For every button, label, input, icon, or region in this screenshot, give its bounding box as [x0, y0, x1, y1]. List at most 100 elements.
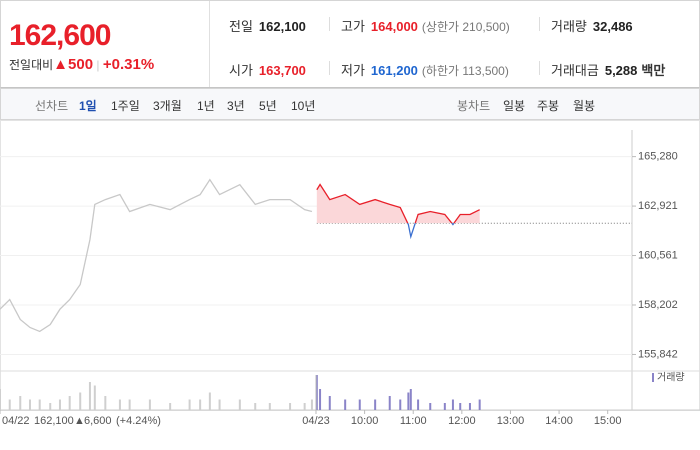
change-label: 전일대비	[9, 58, 54, 72]
volume-bar	[208, 392, 211, 410]
volume-bar	[28, 399, 31, 410]
x-tick-label: 13:00	[497, 415, 525, 427]
volume-bar	[118, 399, 121, 410]
stat: 거래대금 5,288 백만	[551, 60, 665, 79]
prev-close: 162,100	[34, 415, 74, 427]
stat: 고가 164,000 (상한가 210,500)	[341, 16, 510, 35]
volume-bar	[417, 399, 420, 410]
stat: 저가 161,200 (하한가 113,500)	[341, 60, 509, 79]
tab-group-label: 선차트	[35, 99, 69, 113]
volume-bar	[68, 396, 71, 410]
volume-bar	[310, 399, 313, 410]
stat-value: 163,700	[258, 63, 306, 78]
price-line	[0, 178, 313, 333]
change: 전일대비▲500 | +0.31%	[9, 56, 155, 73]
volume-bar	[388, 396, 391, 410]
volume-bar	[374, 399, 377, 410]
volume-bar	[319, 389, 322, 410]
volume-bar	[451, 399, 454, 410]
x-tick-label: 04/23	[302, 415, 330, 427]
volume-bar	[169, 403, 172, 410]
stat-extra: (하한가 113,500)	[421, 64, 509, 78]
tab[interactable]: 1일	[79, 99, 97, 113]
plot-border	[0, 120, 700, 411]
tab[interactable]: 주봉	[537, 99, 560, 113]
volume-bar	[344, 399, 347, 410]
volume-bar	[315, 375, 318, 410]
change-value: 500	[68, 56, 94, 73]
tab[interactable]: 10년	[291, 99, 316, 113]
stat-label: 거래량	[551, 19, 587, 34]
volume-bar	[0, 389, 1, 410]
volume-bar	[358, 399, 361, 410]
stat-label: 시가	[229, 63, 253, 78]
header: 162,600 전일대비▲500 | +0.31% 전일 162,100 고가 164…	[0, 0, 700, 88]
stat-value: 32,486	[592, 19, 633, 34]
separator	[539, 17, 540, 31]
volume-bar	[88, 382, 91, 410]
volume-bar	[429, 403, 432, 410]
volume-bar	[58, 399, 61, 410]
volume-bar	[199, 399, 202, 410]
volume-bar	[8, 399, 11, 410]
up-arrow: ▲	[53, 56, 69, 73]
price-line-below	[407, 223, 455, 240]
tab[interactable]: 3개월	[153, 99, 182, 113]
tab[interactable]: 3년	[227, 99, 245, 113]
volume-bar	[478, 399, 481, 410]
x-tick-label: 11:00	[400, 415, 427, 427]
chart: 165,280 162,921 160,561 158,202 155,842 04/22…	[0, 120, 700, 427]
tab[interactable]: 1년	[197, 99, 215, 113]
volume-bar	[238, 399, 241, 410]
tab[interactable]: 일봉	[503, 99, 526, 113]
x-tick-label: 14:00	[545, 415, 573, 427]
y-tick-label: 158,202	[638, 299, 678, 311]
stat-label: 저가	[341, 63, 365, 78]
volume-bar	[468, 403, 471, 410]
stat-value: 162,100	[258, 19, 306, 34]
volume-bar	[188, 399, 191, 410]
legend-label: 거래량	[657, 372, 685, 384]
y-tick-label: 155,842	[638, 348, 678, 360]
y-tick-label: 162,921	[638, 200, 678, 212]
stat: 거래량 32,486	[551, 16, 633, 35]
volume-bar	[104, 396, 107, 410]
tab[interactable]: 1주일	[111, 99, 140, 113]
volume-bar	[459, 403, 462, 410]
prev-change: 6,600	[84, 415, 112, 427]
x-tick-label: 10:00	[351, 415, 379, 427]
legend-swatch	[652, 373, 654, 382]
volume-bar	[93, 385, 96, 410]
y-tick-label: 160,561	[638, 249, 678, 261]
prev-pct: (+4.24%)	[116, 415, 161, 427]
stat-extra: (상한가 210,500)	[421, 20, 510, 34]
volume-bar	[328, 396, 331, 410]
stat-label: 고가	[341, 19, 365, 34]
volume-bar	[79, 392, 82, 410]
x-tick-label: 12:00	[448, 415, 476, 427]
volume-bar	[443, 403, 446, 410]
volume-bar	[407, 392, 410, 410]
price-line	[316, 183, 480, 224]
volume-bar	[399, 399, 402, 410]
volume-bar	[148, 399, 151, 410]
up-arrow: ▲	[74, 415, 85, 427]
volume-bar	[19, 396, 22, 410]
volume-bar	[289, 403, 292, 410]
volume-bar	[218, 399, 221, 410]
stat-unit: 백만	[641, 63, 666, 78]
x-tick-label: 04/22	[2, 415, 30, 427]
separator	[329, 61, 330, 75]
separator	[539, 61, 540, 75]
change-pct: +0.31%	[102, 56, 155, 73]
x-tick-label: 15:00	[594, 415, 622, 427]
stat: 시가 163,700	[229, 60, 306, 79]
y-tick-label: 165,280	[638, 151, 678, 163]
area-fill	[316, 184, 480, 224]
price: 162,600	[9, 19, 111, 52]
separator	[329, 17, 330, 31]
tab[interactable]: 5년	[259, 99, 277, 113]
stat-value: 161,200	[370, 63, 418, 78]
tab[interactable]: 월봉	[573, 99, 596, 113]
